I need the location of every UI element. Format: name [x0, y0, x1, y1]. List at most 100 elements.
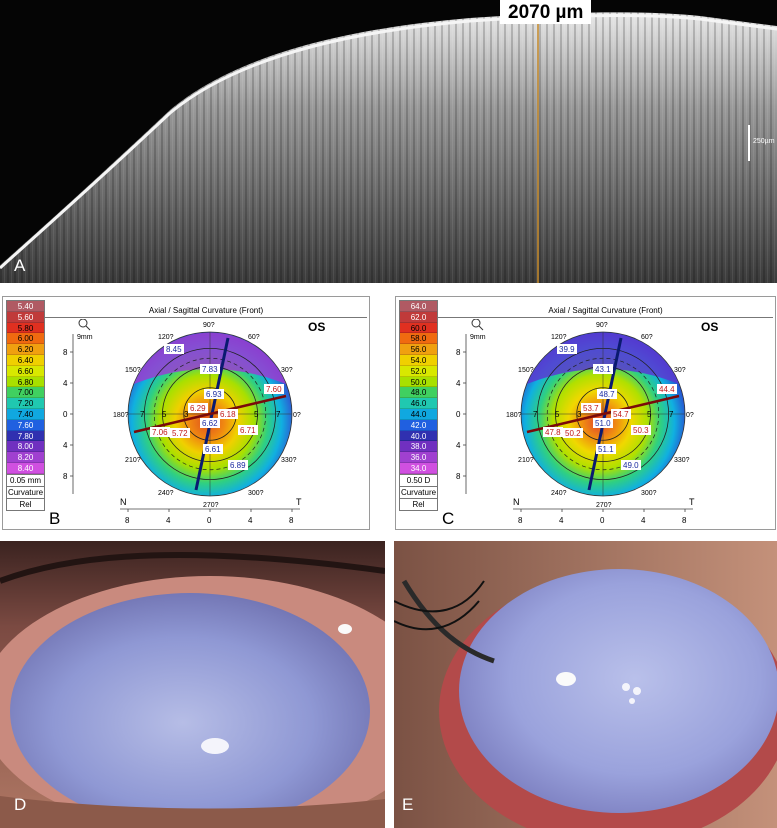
scale-value: 60.0	[400, 322, 437, 334]
scale-step-c: 0.50 D	[400, 473, 437, 486]
scale-value: 7.40	[7, 408, 44, 420]
reading-value: 44.4	[659, 385, 675, 394]
angle-label: 240?	[551, 490, 567, 497]
zoom-icon	[78, 319, 88, 328]
y-tick-label: 8	[456, 348, 461, 357]
angle-label: 30?	[281, 367, 293, 374]
eye-label: OS	[701, 320, 718, 334]
x-tick-label: 4	[166, 516, 171, 525]
eye-label: OS	[308, 320, 325, 334]
scale-bar-label: 250µm	[753, 138, 775, 145]
topography-panel-c: 64.0 62.0 60.0 58.0 56.0 54.0 52.0 50.0 48.0 46.0…	[395, 296, 776, 530]
topography-title-b: Axial / Sagittal Curvature (Front)	[45, 305, 367, 318]
angle-label: 60?	[641, 334, 653, 341]
zoom-icon-handle	[85, 325, 91, 331]
scale-value: 42.0	[400, 419, 437, 431]
scale-value: 5.80	[7, 322, 44, 334]
scale-value: 6.20	[7, 344, 44, 355]
scale-value: 38.0	[400, 441, 437, 453]
reading-value: 49.0	[623, 461, 639, 470]
reading-value: 53.7	[583, 404, 599, 413]
reading-value: 5.72	[172, 429, 188, 438]
panel-letter-b: B	[49, 509, 61, 528]
scale-value: 7.20	[7, 398, 44, 409]
reading-label: 51.0	[593, 418, 613, 428]
angle-label: 120?	[158, 334, 174, 341]
scale-value: 36.0	[400, 452, 437, 463]
scale-value: 52.0	[400, 365, 437, 377]
panel-letter-e: E	[402, 795, 414, 814]
clinical-photo-d: D	[0, 541, 385, 828]
ring-label: 7	[669, 410, 674, 419]
reading-value: 47.8	[545, 428, 561, 437]
reading-label: 49.0	[621, 460, 641, 470]
angle-label: 150?	[125, 367, 141, 374]
y-tick-label: 4	[63, 379, 68, 388]
angle-label: 210?	[125, 457, 141, 464]
scale-value: 56.0	[400, 344, 437, 355]
scale-value: 58.0	[400, 333, 437, 345]
reading-label: 43.1	[593, 364, 613, 374]
flat-axis	[526, 394, 680, 434]
reading-value: 50.3	[633, 426, 649, 435]
angle-label: 180?	[506, 412, 522, 419]
y-tick-label: 8	[63, 348, 68, 357]
temporal-marker: T	[296, 497, 302, 507]
scale-value: 54.0	[400, 354, 437, 366]
angle-label: 300?	[641, 490, 657, 497]
reading-label: 7.83	[200, 364, 220, 374]
y-tick-label: 0	[456, 410, 461, 419]
angle-label: 180?	[113, 412, 129, 419]
reading-value: 54.7	[613, 410, 629, 419]
reading-label: 6.62	[200, 418, 220, 428]
angle-label: 60?	[248, 334, 260, 341]
zoom-icon	[471, 319, 481, 328]
topography-title-c: Axial / Sagittal Curvature (Front)	[438, 305, 773, 318]
reading-value: 7.60	[266, 385, 282, 394]
oct-scan-image	[0, 0, 777, 283]
reading-label: 47.8	[543, 427, 563, 437]
angle-label: 0?	[293, 412, 301, 419]
reading-value: 6.18	[220, 410, 236, 419]
color-scale-b: 5.40 5.60 5.80 6.00 6.20 6.40 6.60 6.80 7.00 7.20…	[6, 300, 45, 511]
corneal-thickness-label: 2070 µm	[500, 0, 592, 24]
angle-label: 30?	[674, 367, 686, 374]
scale-value: 8.20	[7, 452, 44, 463]
scale-value: 7.00	[7, 387, 44, 399]
x-tick-label: 0	[600, 516, 605, 525]
zoom-label: 9mm	[77, 334, 93, 341]
y-tick-label: 4	[456, 441, 461, 450]
scale-mode-c-1: Curvature	[400, 485, 437, 498]
nasal-marker: N	[120, 497, 127, 507]
scale-value: 6.80	[7, 376, 44, 388]
reading-label: 6.61	[203, 444, 223, 454]
scale-value: 6.40	[7, 354, 44, 366]
zoom-icon-handle	[478, 325, 484, 331]
scale-value: 7.60	[7, 419, 44, 431]
reading-label: 39.9	[557, 344, 577, 354]
reading-value: 39.9	[559, 345, 575, 354]
reading-value: 51.1	[598, 445, 614, 454]
eye-photo-e	[394, 541, 777, 828]
angle-label: 150?	[518, 367, 534, 374]
scale-value: 6.60	[7, 365, 44, 377]
y-tick-label: 8	[456, 472, 461, 481]
ring-label: 7	[140, 410, 145, 419]
ring-label: 3	[184, 410, 189, 419]
x-tick-label: 8	[289, 516, 294, 525]
scale-mode-b-2: Rel	[7, 497, 44, 510]
angle-label: 330?	[281, 457, 297, 464]
reading-label: 6.93	[204, 389, 224, 399]
reading-value: 7.83	[202, 365, 218, 374]
reading-label: 51.1	[596, 444, 616, 454]
angle-label: 300?	[248, 490, 264, 497]
x-tick-label: 8	[518, 516, 523, 525]
scale-value: 50.0	[400, 376, 437, 388]
scale-cells-c: 64.0 62.0 60.0 58.0 56.0 54.0 52.0 50.0 48.0 46.0…	[400, 301, 437, 474]
angle-label: 90?	[596, 322, 608, 329]
topography-map-c: 8 4 0 4 8 8 4 0 4 8 90? 60? 30? 0? 330? 300? 270? 240? 210…	[456, 319, 718, 525]
scale-value: 5.40	[7, 301, 44, 312]
x-tick-label: 4	[641, 516, 646, 525]
clinical-photo-e: E	[394, 541, 777, 828]
scale-value: 64.0	[400, 301, 437, 312]
